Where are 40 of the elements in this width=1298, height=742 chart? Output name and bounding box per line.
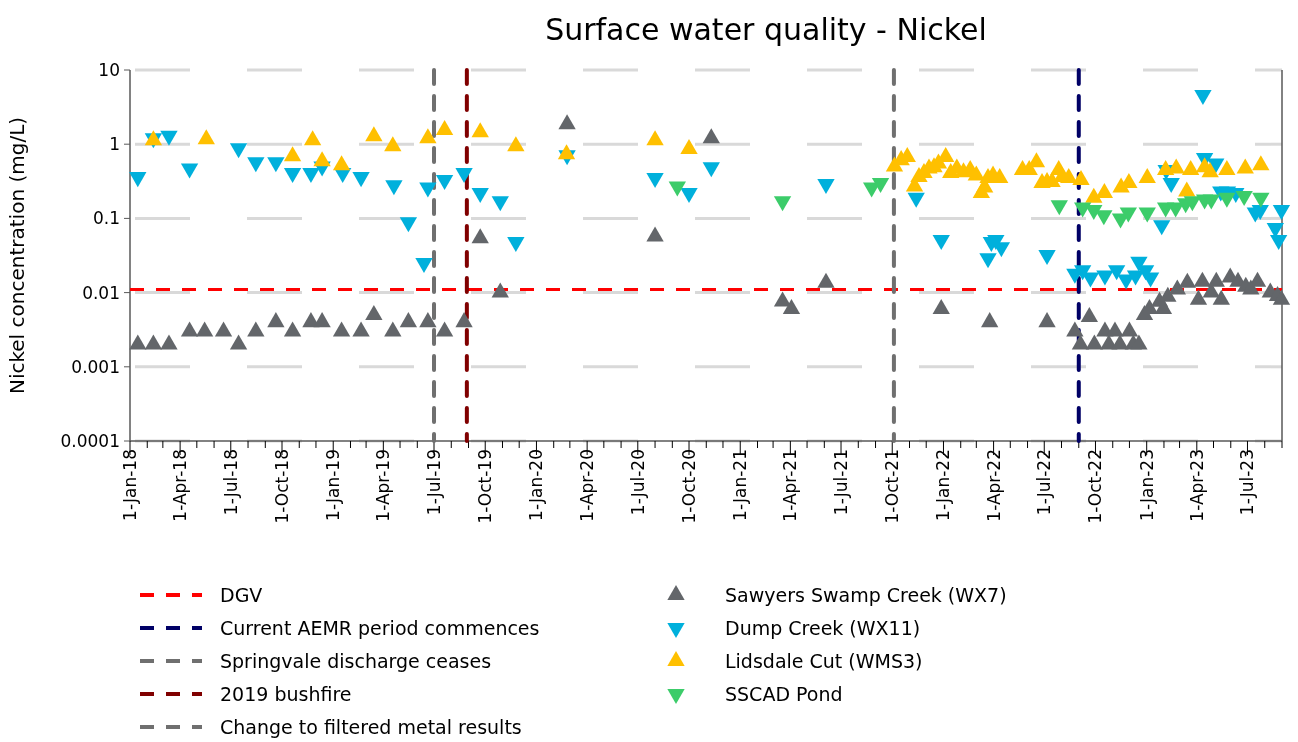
y-tick-label: 0.1 <box>92 208 120 229</box>
x-tick-label: 1-Jan-23 <box>1136 449 1157 521</box>
legend-label: Change to filtered metal results <box>220 715 522 738</box>
y-tick-label: 0.001 <box>71 356 120 377</box>
x-tick-label: 1-Jul-23 <box>1237 449 1258 516</box>
x-tick-label: 1-Oct-22 <box>1085 449 1106 524</box>
x-tick-label: 1-Oct-21 <box>882 449 903 524</box>
x-tick-label: 1-Apr-21 <box>780 449 801 522</box>
x-tick-label: 1-Jan-21 <box>730 449 751 521</box>
chart-title: Surface water quality - Nickel <box>545 12 987 47</box>
x-tick-label: 1-Apr-23 <box>1186 449 1207 522</box>
x-tick-label: 1-Oct-18 <box>271 449 292 524</box>
y-axis-title: Nickel concentration (mg/L) <box>5 116 29 395</box>
legend-label: Dump Creek (WX11) <box>725 616 921 639</box>
legend-label: SSCAD Pond <box>725 682 843 705</box>
legend-label: 2019 bushfire <box>220 682 352 705</box>
legend-label: Springvale discharge ceases <box>220 649 492 672</box>
x-tick-label: 1-Jul-21 <box>830 449 851 516</box>
x-tick-label: 1-Jan-20 <box>526 449 547 521</box>
legend-label: Sawyers Swamp Creek (WX7) <box>725 583 1007 606</box>
y-tick-label: 0.0001 <box>60 430 120 451</box>
legend-label: DGV <box>220 583 263 606</box>
y-tick-label: 1 <box>109 134 120 155</box>
x-tick-label: 1-Jan-22 <box>933 449 954 521</box>
legend-label: Current AEMR period commences <box>220 616 540 639</box>
x-tick-label: 1-Jul-22 <box>1034 449 1055 516</box>
x-tick-label: 1-Apr-22 <box>983 449 1004 522</box>
y-tick-label: 0.01 <box>82 282 120 303</box>
y-tick-label: 10 <box>98 59 120 80</box>
legend-label: Lidsdale Cut (WMS3) <box>725 649 923 672</box>
x-tick-label: 1-Apr-20 <box>577 449 598 522</box>
x-tick-label: 1-Oct-20 <box>678 449 699 524</box>
x-tick-label: 1-Jul-18 <box>220 449 241 516</box>
x-tick-label: 1-Jan-18 <box>119 449 140 521</box>
x-tick-label: 1-Jul-20 <box>627 449 648 516</box>
x-tick-label: 1-Apr-18 <box>170 449 191 522</box>
x-tick-label: 1-Oct-19 <box>475 449 496 524</box>
x-tick-label: 1-Jan-19 <box>323 449 344 521</box>
x-tick-label: 1-Apr-19 <box>373 449 394 522</box>
x-tick-label: 1-Jul-19 <box>423 449 444 516</box>
